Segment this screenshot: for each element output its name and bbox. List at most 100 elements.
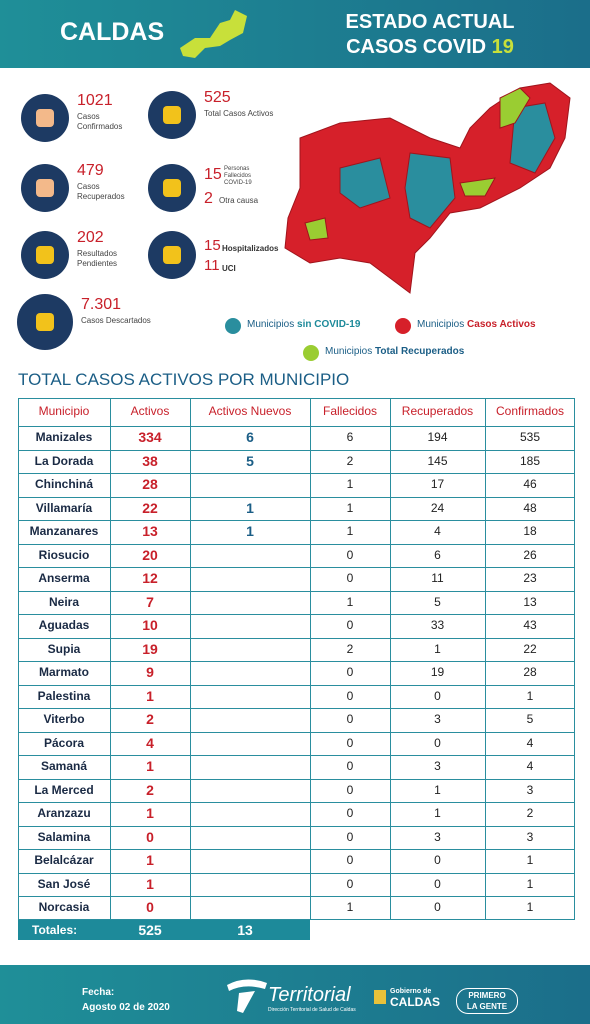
table-row-line [18, 637, 575, 639]
table-row-line [18, 755, 575, 756]
stat-icon-glyph [163, 246, 181, 264]
table-cell: 10 [142, 617, 158, 633]
table-cell: 1 [246, 499, 254, 516]
table-cell: 9 [146, 664, 154, 680]
table-cell: 17 [430, 477, 445, 491]
table-cell: San José [37, 876, 91, 891]
map [284, 82, 571, 294]
table-cell: 334 [138, 429, 162, 445]
table-cell: 4 [434, 524, 441, 538]
table-cell: 1 [146, 758, 154, 774]
table-cell: 5 [246, 452, 254, 469]
legend-swatch [395, 318, 411, 334]
brand-sub: Dirección Territorial de Salud de Caldas [268, 1007, 356, 1013]
table-cell: 1 [346, 500, 354, 515]
legend-prefix: Municipios [325, 346, 373, 357]
date-label: Fecha: [82, 987, 115, 998]
stat-value: 15 [204, 237, 221, 254]
table-cell: 4 [526, 735, 534, 750]
table-cell: La Merced [34, 782, 94, 797]
footer-band [0, 965, 590, 1024]
table-header-cell: Municipio [38, 404, 90, 418]
table-title: TOTAL CASOS ACTIVOS POR MUNICIPIO [18, 370, 350, 389]
stat-label: Total Casos Activos [204, 109, 274, 118]
table-row-line [18, 567, 575, 568]
legend-swatch [303, 345, 319, 361]
table-cell: 0 [346, 547, 354, 562]
stat-label: Casos Confirmados [77, 112, 123, 131]
date-block: Fecha: Agosto 02 de 2020 [82, 985, 170, 1015]
table-cell: Villamaría [35, 500, 93, 515]
table-cell: 0 [346, 782, 354, 797]
table-cell: 28 [523, 665, 537, 679]
stat-icon-glyph [163, 179, 181, 197]
table-cell: 12 [142, 570, 158, 586]
table-cell: 24 [430, 500, 445, 515]
table-cell: La Dorada [34, 453, 94, 468]
table-cell: 1 [526, 853, 534, 867]
stat-label: Casos Recuperados [77, 182, 125, 201]
table-frame [18, 398, 575, 920]
table-cell: 19 [430, 665, 445, 679]
table-row-line [18, 849, 575, 850]
region-icon [180, 10, 247, 58]
table-cell: Aguadas [38, 618, 90, 632]
title-line: CASOS COVID 19 [330, 35, 530, 60]
table-cell: 0 [346, 759, 354, 773]
table-cell: 0 [434, 688, 441, 703]
table-cell: 18 [523, 524, 537, 538]
table-cell: 48 [523, 500, 537, 515]
table-row-line [18, 731, 575, 733]
legend-text: Municipios sin COVID-19 [247, 319, 360, 330]
brand-logo [227, 979, 267, 1013]
stat-value: 1021 [77, 92, 113, 109]
table-cell: 1 [434, 641, 441, 656]
table-cell: Viterbo [43, 712, 85, 726]
table-cell: Samaná [40, 759, 88, 773]
totals-label: Totales: [32, 922, 78, 937]
table-row-line [18, 473, 575, 474]
table-cell: 3 [434, 759, 441, 773]
table-cell: 3 [434, 829, 441, 844]
table-cell: Chinchiná [34, 477, 93, 491]
table-row-line [18, 684, 575, 686]
table-cell: 2 [526, 806, 534, 820]
table-row-line [18, 496, 575, 498]
table-col-line [390, 398, 391, 920]
table-row-line [18, 614, 575, 615]
legend-label: sin COVID-19 [297, 319, 361, 330]
table-cell: 1 [346, 524, 354, 538]
table-col-line [190, 398, 191, 920]
table-cell: 1 [434, 782, 441, 797]
table-cell: Palestina [37, 688, 91, 703]
table-cell: 0 [434, 900, 441, 914]
table-cell: 0 [346, 735, 354, 750]
table-row-line [18, 896, 575, 897]
table-row-line [18, 590, 575, 592]
table-cell: 3 [434, 712, 441, 726]
table-cell: Belalcázar [34, 853, 94, 867]
table-cell: 5 [526, 712, 534, 726]
table-cell: Neira [48, 594, 80, 609]
stat-icon-glyph [36, 109, 54, 127]
stat-label: Otra causa [219, 196, 259, 205]
totals-activos: 525 [138, 921, 162, 938]
table-cell: 1 [146, 687, 154, 704]
stat-value: 525 [204, 89, 231, 106]
stat-label: Personas Fallecidos COVID-19 [224, 166, 252, 186]
table-cell: Salamina [37, 829, 91, 844]
table-cell: Pácora [43, 735, 85, 750]
table-cell: 3 [526, 829, 534, 844]
stat-label: Casos Descartados [81, 316, 151, 325]
table-row-line [18, 778, 575, 780]
stat-icon-glyph [163, 106, 181, 124]
legend-prefix: Municipios [247, 319, 295, 330]
gov-line: Gobierno de [390, 988, 432, 995]
table-row-line [18, 872, 575, 874]
table-cell: 0 [346, 806, 354, 820]
table-cell: 46 [523, 477, 537, 491]
table-cell: 0 [346, 876, 354, 891]
stat-value: 479 [77, 162, 104, 179]
legend-label: Casos Activos [467, 319, 536, 330]
